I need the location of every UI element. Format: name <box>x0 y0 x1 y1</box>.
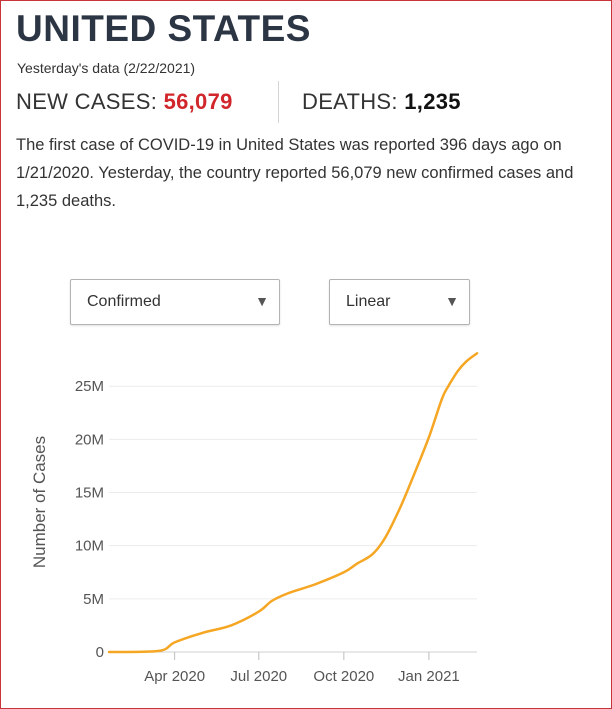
y-axis-ticks: 0 5M 10M 15M 20M 25M <box>75 378 104 661</box>
y-tick-label: 20M <box>75 431 104 448</box>
series-line <box>107 352 479 654</box>
new-cases-stat: NEW CASES: 56,079 <box>16 89 233 115</box>
deaths-label: DEATHS: <box>302 89 398 114</box>
chevron-down-icon: ▼ <box>255 293 269 309</box>
x-tick-label: Oct 2020 <box>313 668 374 685</box>
deaths-stat: DEATHS: 1,235 <box>302 89 461 115</box>
summary-term: COVID-19 <box>137 136 215 154</box>
y-axis-label: Number of Cases <box>30 436 49 568</box>
chevron-down-icon: ▼ <box>445 293 459 309</box>
y-tick-label: 25M <box>75 378 104 395</box>
y-tick-label: 10M <box>75 538 104 555</box>
x-tick-label: Jan 2021 <box>398 668 460 685</box>
summary-part-2: in <box>214 136 237 154</box>
summary-part-3: was reported 396 days ago on 1/21/2020. … <box>16 136 574 210</box>
scale-select[interactable]: Linear ▼ <box>329 279 470 325</box>
y-tick-label: 5M <box>83 591 104 608</box>
stats-divider <box>278 81 279 123</box>
y-tick-label: 0 <box>96 644 104 661</box>
page-title: UNITED STATES <box>16 8 311 49</box>
new-cases-label: NEW CASES: <box>16 89 158 114</box>
summary-part-1: The first case of <box>16 136 138 154</box>
data-date: Yesterday's data (2/22/2021) <box>17 60 196 76</box>
metric-select-value: Confirmed <box>87 293 161 310</box>
cases-line-chart: 0 5M 10M 15M 20M 25M Apr 2020 Jul 2020 Oct 2020… <box>30 352 479 685</box>
y-tick-label: 15M <box>75 485 104 502</box>
x-tick-label: Apr 2020 <box>144 668 205 685</box>
stats-bar: NEW CASES: 56,079 DEATHS: 1,235 <box>16 81 606 123</box>
chart-grid <box>109 385 477 653</box>
metric-select[interactable]: Confirmed ▼ <box>70 279 280 325</box>
x-tick-label: Jul 2020 <box>230 668 287 685</box>
new-cases-value: 56,079 <box>163 89 233 114</box>
summary-country: United States <box>236 136 336 154</box>
scale-select-value: Linear <box>346 293 391 310</box>
deaths-value: 1,235 <box>404 89 461 114</box>
x-axis-ticks: Apr 2020 Jul 2020 Oct 2020 Jan 2021 <box>144 652 460 685</box>
summary-text: The first case of COVID-19 in United Sta… <box>16 131 601 215</box>
